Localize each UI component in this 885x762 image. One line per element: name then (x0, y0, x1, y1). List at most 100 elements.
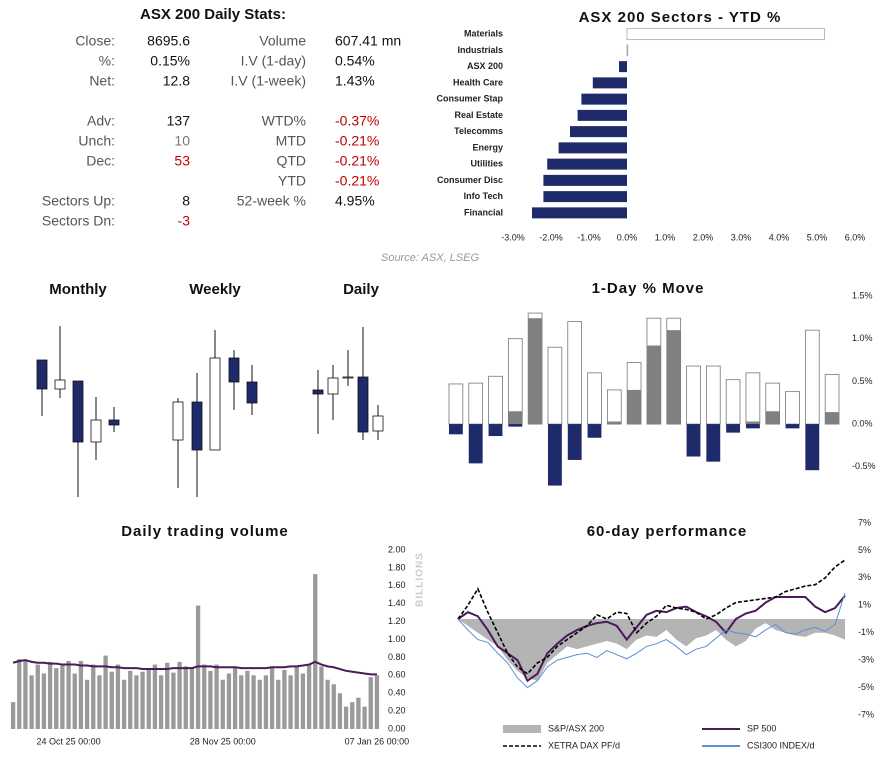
bar (745, 424, 760, 429)
bar (508, 424, 523, 427)
category-label: Consumer Stap (436, 94, 503, 104)
legend-label: S&P/ASX 200 (548, 723, 604, 733)
stat-value: 8 (182, 193, 190, 209)
bar (84, 679, 90, 729)
x-tick-label: 2.0% (693, 232, 714, 242)
y-tick-label: 3% (858, 572, 871, 582)
stat-value: 10 (174, 133, 190, 149)
bar (543, 191, 627, 203)
stat-value: -0.21% (335, 133, 379, 149)
bar (567, 424, 582, 460)
candle-body (357, 376, 369, 433)
bar (570, 126, 627, 138)
bar (109, 671, 114, 729)
stat-label: Close: (75, 33, 115, 49)
y-tick-label: -7% (858, 709, 874, 719)
bar (66, 660, 71, 729)
bar (587, 372, 602, 425)
candle-body (312, 389, 324, 395)
bar (171, 672, 176, 729)
stat-label: Net: (89, 73, 115, 89)
bar (282, 669, 287, 729)
y-tick-label: 7% (858, 517, 871, 527)
bar (165, 662, 170, 729)
chart-title: 1-Day % Move (592, 280, 705, 297)
stat-value: 53 (174, 153, 190, 169)
x-tick-label: 3.0% (731, 232, 752, 242)
y-tick-label: 0.00 (388, 723, 406, 733)
bar (189, 668, 195, 729)
y-tick-label: 0.60 (388, 670, 406, 680)
bar (705, 365, 721, 425)
stat-value: 4.95% (335, 193, 375, 209)
y-tick-label: 1.80 (388, 562, 406, 572)
bar (666, 330, 681, 425)
bar (306, 664, 312, 729)
category-label: Materials (464, 29, 503, 39)
chart-title: 60-day performance (587, 523, 748, 540)
bar (686, 424, 701, 457)
y-tick-label: -0.5% (852, 461, 876, 471)
bar (152, 664, 158, 729)
stat-value: -0.21% (335, 153, 379, 169)
bar (592, 77, 627, 89)
bar (17, 659, 22, 729)
average-line (12, 659, 377, 676)
series-line (457, 559, 846, 675)
bar (337, 693, 343, 729)
x-tick-label: -1.0% (577, 232, 601, 242)
stat-label: QTD (276, 153, 306, 169)
bar (646, 345, 661, 425)
category-label: Utilities (470, 159, 503, 169)
bar (313, 574, 318, 729)
bar (300, 673, 306, 729)
bar (35, 664, 40, 729)
y-tick-label: 1.5% (852, 290, 873, 300)
bar (581, 93, 627, 105)
y-tick-label: 0.40 (388, 688, 406, 698)
bar (804, 329, 820, 425)
bar (29, 675, 34, 729)
bar (319, 666, 324, 729)
bar (448, 383, 464, 425)
bar (288, 675, 293, 729)
bar (91, 664, 96, 729)
bar (208, 670, 213, 729)
chart-title: ASX 200 Sectors - YTD % (579, 9, 782, 26)
bar (356, 697, 361, 729)
bar (488, 375, 503, 425)
stat-value: 607.41 mn (335, 33, 401, 49)
bar (567, 321, 583, 425)
bar (765, 411, 780, 425)
bar (128, 670, 133, 729)
bar (626, 28, 826, 41)
bar (607, 421, 622, 425)
x-tick-label: 1.0% (655, 232, 676, 242)
bar (245, 670, 250, 729)
y-tick-label: 1.00 (388, 634, 406, 644)
bar (745, 421, 760, 425)
bar (54, 668, 59, 729)
bar (269, 666, 275, 729)
bar (577, 109, 627, 121)
y-tick-label: 0.5% (852, 376, 873, 386)
bar (41, 673, 47, 729)
bar (488, 424, 503, 437)
stat-value: 0.54% (335, 53, 375, 69)
bar (547, 346, 563, 425)
candle-body (191, 401, 203, 451)
bar (220, 679, 225, 729)
bar (627, 389, 642, 425)
stat-label: Unch: (78, 133, 115, 149)
bar (805, 424, 820, 471)
x-tick-label: 6.0% (845, 232, 866, 242)
bar (276, 679, 281, 729)
bar (47, 661, 53, 729)
bar (468, 382, 484, 425)
category-label: Health Care (453, 77, 503, 87)
candle-body (209, 357, 221, 451)
stat-label: Dec: (86, 153, 115, 169)
bar (251, 675, 256, 729)
stat-label: Adv: (87, 113, 115, 129)
bar (508, 411, 523, 425)
